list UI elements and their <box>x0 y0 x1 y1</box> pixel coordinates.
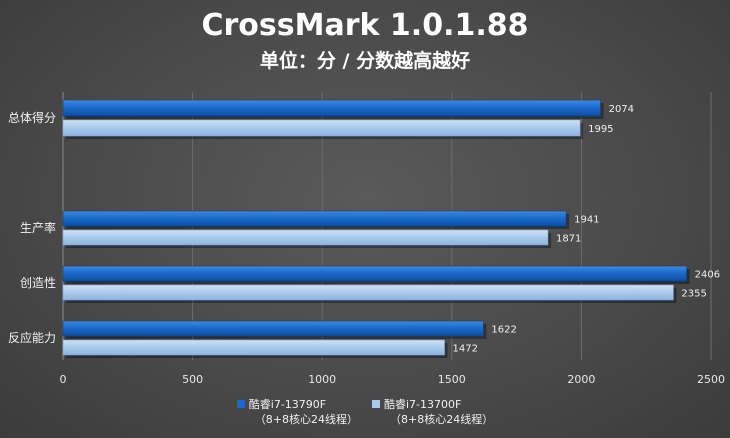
legend-swatch-series-1 <box>236 400 245 408</box>
legend-item-series-2: 酷睿i7-13700F （8+8核心24线程） <box>372 397 493 427</box>
bar <box>62 320 484 337</box>
legend: 酷睿i7-13790F （8+8核心24线程） 酷睿i7-13700F （8+8… <box>0 397 730 427</box>
data-label: 1941 <box>574 215 599 226</box>
data-label: 2355 <box>681 289 706 300</box>
data-label: 2406 <box>695 270 720 281</box>
y-category-label: 反应能力 <box>8 330 56 345</box>
y-category-label: 创造性 <box>20 276 56 290</box>
data-label: 1622 <box>491 325 516 336</box>
x-tick-label: 500 <box>182 373 203 386</box>
legend-swatch-series-2 <box>372 400 380 408</box>
chart-subtitle: 单位：分 / 分数越高越好 <box>259 50 471 72</box>
bar <box>62 284 674 301</box>
bar <box>62 99 601 117</box>
data-label: 1995 <box>588 124 613 135</box>
x-tick-label: 2500 <box>697 373 725 386</box>
data-label: 1871 <box>556 234 581 245</box>
x-tick-label: 1500 <box>438 373 466 386</box>
legend-item-series-1: 酷睿i7-13790F （8+8核心24线程） <box>236 397 358 427</box>
y-category-label: 生产率 <box>20 220 56 235</box>
data-label: 1472 <box>453 344 478 355</box>
legend-sublabel-series-1: （8+8核心24线程） <box>254 413 358 426</box>
bar <box>62 119 581 137</box>
bar <box>62 339 445 356</box>
data-label: 2074 <box>609 104 634 115</box>
legend-label-series-1: 酷睿i7-13790F <box>248 398 327 411</box>
x-tick-label: 1000 <box>308 373 336 386</box>
legend-label-series-2: 酷睿i7-13700F <box>384 398 462 411</box>
legend-sublabel-series-2: （8+8核心24线程） <box>390 413 494 426</box>
chart-title: CrossMark 1.0.1.88 <box>201 8 529 43</box>
y-category-label: 总体得分 <box>8 110 56 125</box>
bar <box>62 229 549 246</box>
x-tick-label: 2000 <box>567 373 595 386</box>
bar <box>62 210 567 227</box>
x-tick-label: 0 <box>60 373 67 386</box>
bar <box>62 265 687 282</box>
